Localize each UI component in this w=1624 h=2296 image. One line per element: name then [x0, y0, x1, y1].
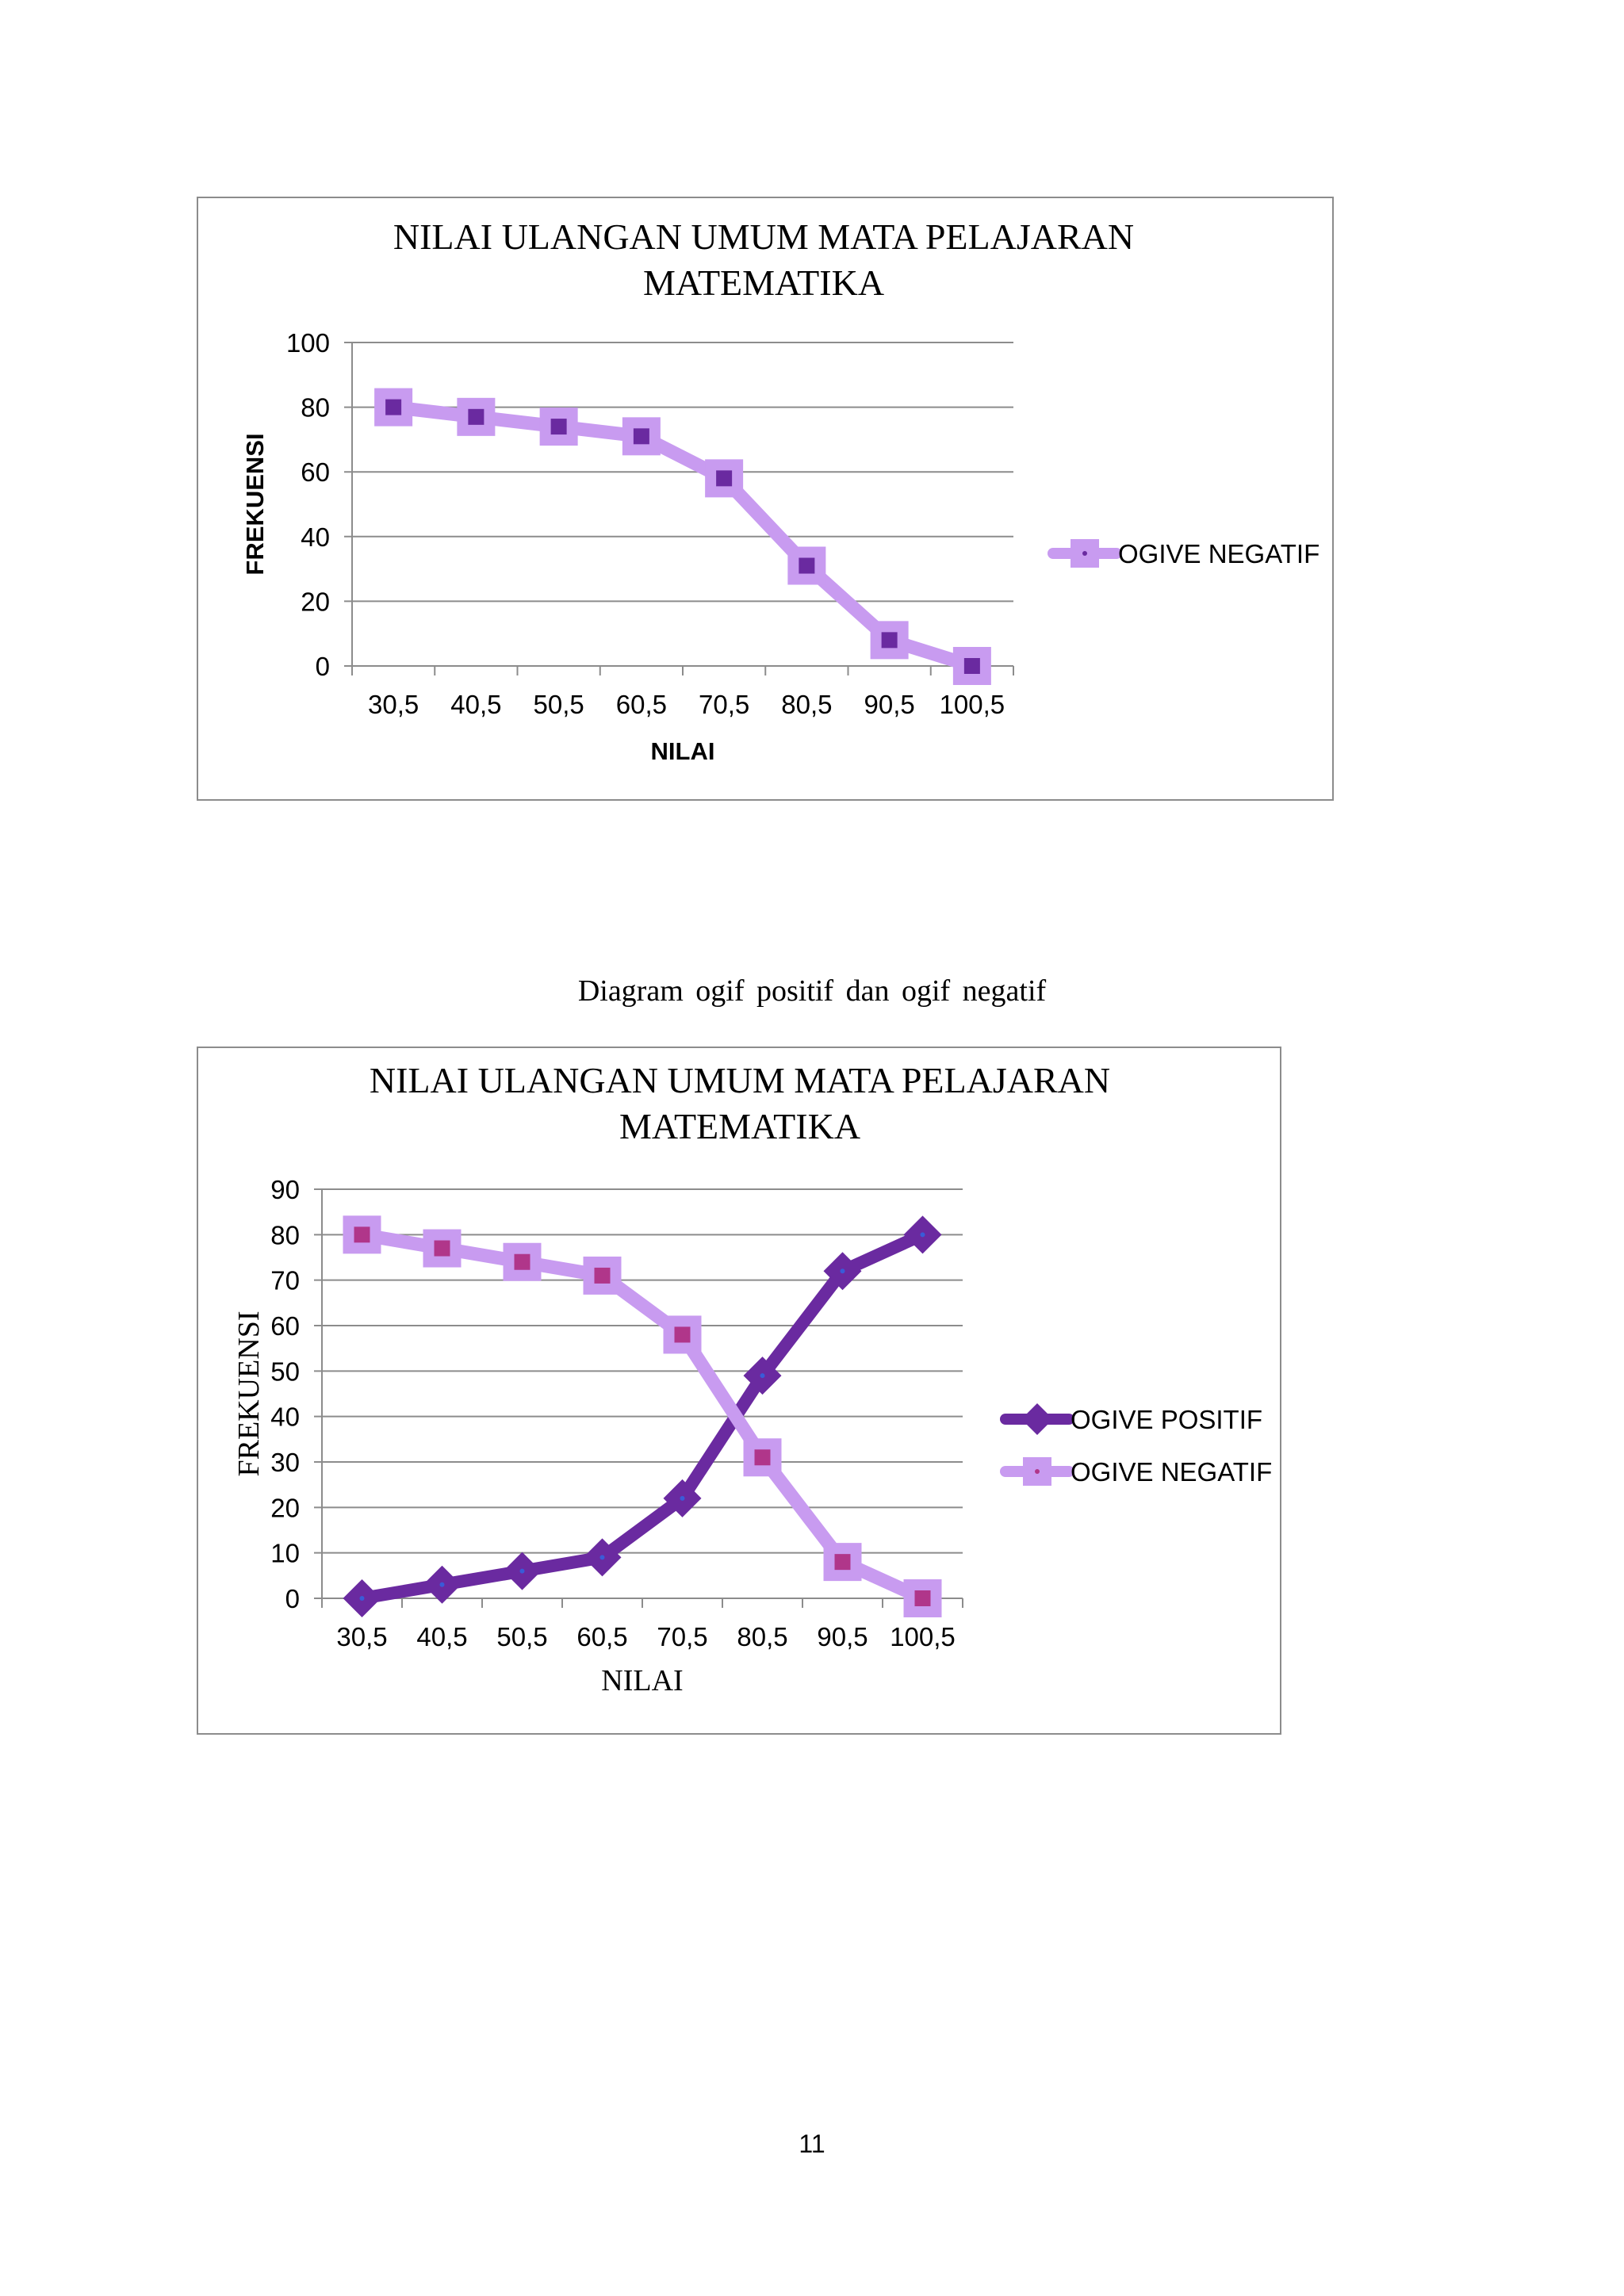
page-number: 11 [799, 2130, 825, 2158]
legend-label: OGIVE NEGATIF [1071, 1457, 1272, 1487]
ogive-negatif-point-inner [799, 557, 815, 574]
legend-marker-ogive-negatif-dot [1082, 551, 1087, 556]
x-tick-label: 100,5 [940, 690, 1005, 719]
x-tick-label: 100,5 [890, 1622, 956, 1651]
x-tick-label: 40,5 [450, 690, 501, 719]
ogive-negatif-point-inner [594, 1267, 611, 1284]
y-tick-label: 60 [270, 1311, 300, 1341]
y-axis-title: FREKUENSI [241, 433, 269, 575]
y-tick-label: 0 [285, 1584, 300, 1613]
ogive-negatif-point-inner [881, 632, 898, 649]
legend-label: OGIVE POSITIF [1071, 1405, 1262, 1434]
x-tick-label: 30,5 [336, 1622, 387, 1651]
y-tick-label: 80 [270, 1220, 300, 1249]
y-tick-label: 50 [270, 1357, 300, 1386]
chart-ogive-positif-negatif: NILAI ULANGAN UMUM MATA PELAJARAN MATEMAT… [197, 1047, 1281, 1735]
x-axis-title: NILAI [601, 1664, 683, 1697]
ogive-negatif-point-inner [674, 1326, 691, 1343]
chart-1-svg: NILAI ULANGAN UMUM MATA PELAJARAN MATEMAT… [241, 216, 1320, 765]
ogive-negatif-point-inner [434, 1240, 450, 1257]
x-tick-label: 80,5 [737, 1622, 787, 1651]
x-tick-label: 90,5 [817, 1622, 868, 1651]
ogive-negatif-point-inner [716, 470, 733, 487]
y-tick-label: 40 [301, 522, 330, 552]
ogive-positif-point-dot [840, 1269, 845, 1274]
y-tick-label: 10 [270, 1539, 300, 1568]
ogive-positif-point-dot [359, 1596, 365, 1601]
y-tick-label: 80 [301, 393, 330, 423]
y-tick-label: 70 [270, 1266, 300, 1295]
y-tick-label: 90 [270, 1175, 300, 1204]
ogive-positif-point-dot [760, 1373, 765, 1379]
legend-marker-ogive-negatif-dot [1035, 1469, 1040, 1474]
x-tick-label: 60,5 [576, 1622, 627, 1651]
ogive-negatif-point-inner [963, 658, 980, 674]
ogive-negatif-point-inner [834, 1554, 851, 1571]
chart-ogive-negatif: NILAI ULANGAN UMUM MATA PELAJARAN MATEMAT… [197, 197, 1334, 801]
x-axis-title: NILAI [651, 737, 715, 765]
ogive-positif-point-dot [599, 1555, 605, 1560]
ogive-negatif-point-inner [514, 1253, 530, 1270]
chart-title-line-1: NILAI ULANGAN UMUM MATA PELAJARAN [393, 216, 1134, 257]
ogive-positif-point-dot [680, 1495, 685, 1501]
x-tick-label: 70,5 [657, 1622, 707, 1651]
x-tick-label: 60,5 [616, 690, 667, 719]
x-tick-label: 30,5 [368, 690, 419, 719]
x-tick-label: 90,5 [864, 690, 915, 719]
ogive-negatif-point-inner [354, 1226, 370, 1243]
y-tick-label: 20 [301, 587, 330, 616]
y-tick-label: 100 [286, 328, 330, 358]
x-tick-label: 50,5 [496, 1622, 547, 1651]
y-tick-label: 60 [301, 457, 330, 487]
chart-2-svg: NILAI ULANGAN UMUM MATA PELAJARAN MATEMAT… [232, 1060, 1272, 1697]
y-tick-label: 0 [316, 652, 330, 681]
ogive-negatif-point-inner [754, 1449, 771, 1466]
diagram-caption: Diagram ogif positif dan ogif negatif [577, 974, 1047, 1008]
ogive-negatif-point-inner [914, 1590, 931, 1606]
x-tick-label: 40,5 [416, 1622, 467, 1651]
ogive-negatif-point-inner [468, 408, 485, 425]
ogive-negatif-point-inner [633, 428, 649, 445]
chart-title-line-2: MATEMATIKA [619, 1106, 860, 1146]
x-tick-label: 80,5 [781, 690, 832, 719]
ogive-positif-point-dot [439, 1582, 445, 1587]
legend-marker-ogive-positif [1021, 1403, 1053, 1435]
ogive-negatif-point-inner [550, 419, 567, 435]
ogive-positif-point-dot [920, 1232, 925, 1238]
x-tick-label: 50,5 [534, 690, 584, 719]
chart-title-line-1: NILAI ULANGAN UMUM MATA PELAJARAN [370, 1060, 1110, 1100]
x-tick-label: 70,5 [699, 690, 749, 719]
y-axis-title: FREKUENSI [232, 1311, 266, 1476]
chart-title-line-2: MATEMATIKA [643, 262, 884, 303]
ogive-negatif-point-inner [385, 399, 402, 415]
y-tick-label: 30 [270, 1448, 300, 1477]
ogive-positif-point-dot [519, 1568, 525, 1574]
legend-label: OGIVE NEGATIF [1118, 539, 1320, 568]
y-tick-label: 40 [270, 1402, 300, 1432]
y-tick-label: 20 [270, 1493, 300, 1522]
